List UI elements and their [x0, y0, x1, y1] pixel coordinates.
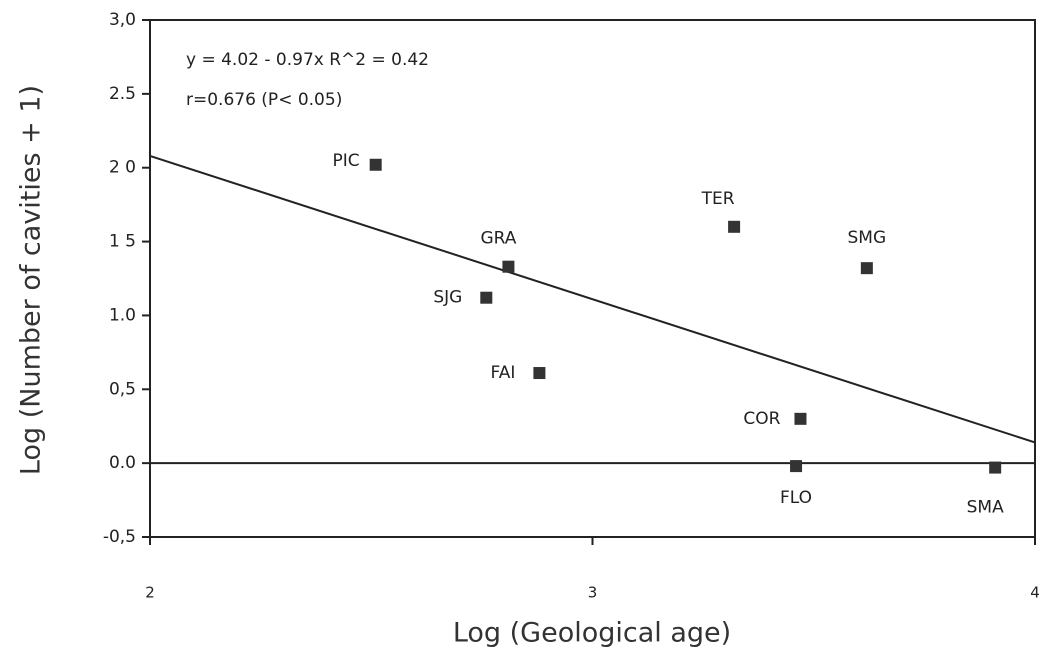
point: [794, 412, 807, 425]
point: [728, 220, 741, 233]
y-tick-label: 2.5: [109, 84, 136, 104]
fit-line: [149, 154, 1036, 444]
y-tick-label: -0,5: [103, 527, 136, 547]
point-label: GRA: [480, 229, 516, 249]
point: [860, 262, 873, 275]
y-tick-label: 0.0: [109, 453, 136, 473]
x-tick-label: 2: [145, 584, 155, 602]
point-label: SMG: [848, 228, 887, 248]
y-tick-label: 3,0: [109, 10, 136, 30]
point: [533, 367, 546, 380]
y-tick-label: 1 5: [109, 232, 136, 252]
annotation: y = 4.02 - 0.97x R^2 = 0.42: [186, 50, 429, 70]
y-tick-label: 2 0: [109, 158, 136, 178]
point: [790, 460, 803, 473]
point-label: SMA: [967, 498, 1004, 518]
point: [480, 291, 493, 304]
point: [502, 260, 515, 273]
y-axis-label: Log (Number of cavities + 1): [16, 85, 47, 475]
point: [369, 158, 382, 171]
point-label: FAI: [491, 363, 516, 383]
x-tick-label: 3: [588, 584, 598, 602]
point: [989, 461, 1002, 474]
point-label: PIC: [333, 151, 360, 171]
annotation: r=0.676 (P< 0.05): [186, 90, 342, 110]
point-label: FLO: [780, 488, 812, 508]
point-label: TER: [701, 189, 735, 209]
point-label: SJG: [433, 288, 462, 308]
point-label: COR: [743, 409, 780, 429]
y-tick-label: 0,5: [109, 379, 136, 399]
y-tick-label: 1.0: [109, 305, 136, 325]
x-axis-label: Log (Geological age): [453, 618, 731, 649]
x-tick-label: 4: [1030, 584, 1040, 602]
